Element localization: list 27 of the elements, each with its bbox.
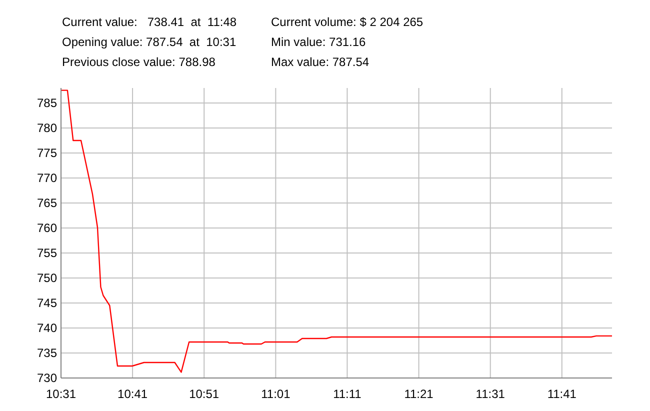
text: Max value: 787.54	[271, 55, 370, 69]
y-tick-label: 775	[36, 146, 58, 160]
y-tick-label: 755	[36, 246, 58, 260]
x-tick-label: 11:11	[333, 387, 362, 401]
text: Min value: 731.16	[271, 35, 366, 49]
x-tick-label: 11:31	[476, 387, 506, 401]
line-series	[60, 90, 613, 373]
y-tick-label: 760	[36, 221, 58, 236]
y-tick-label: 770	[36, 171, 58, 186]
y-tick-label: 785	[36, 96, 58, 110]
x-tick-label: 11:01	[261, 387, 291, 401]
y-tick-label: 735	[36, 346, 58, 360]
x-tick-label: 10:51	[189, 387, 220, 401]
x-tick-label: 10:31	[46, 387, 76, 401]
text: Current value: 738.41 at 11:48	[62, 15, 237, 29]
y-tick-label: 740	[36, 321, 58, 336]
x-tick-label: 11:41	[547, 387, 577, 401]
y-tick-label: 745	[36, 296, 58, 310]
y-tick-label: 765	[36, 196, 58, 210]
y-tick-label: 780	[36, 121, 58, 136]
text: Current volume: $ 2 204 265	[271, 15, 424, 29]
x-tick-label: 11:21	[404, 387, 434, 401]
y-tick-label: 750	[36, 271, 58, 286]
y-tick-label: 730	[36, 371, 58, 386]
text: Previous close value: 788.98	[62, 55, 216, 69]
x-tick-label: 10:41	[118, 387, 148, 401]
text: Opening value: 787.54 at 10:31	[62, 35, 236, 49]
